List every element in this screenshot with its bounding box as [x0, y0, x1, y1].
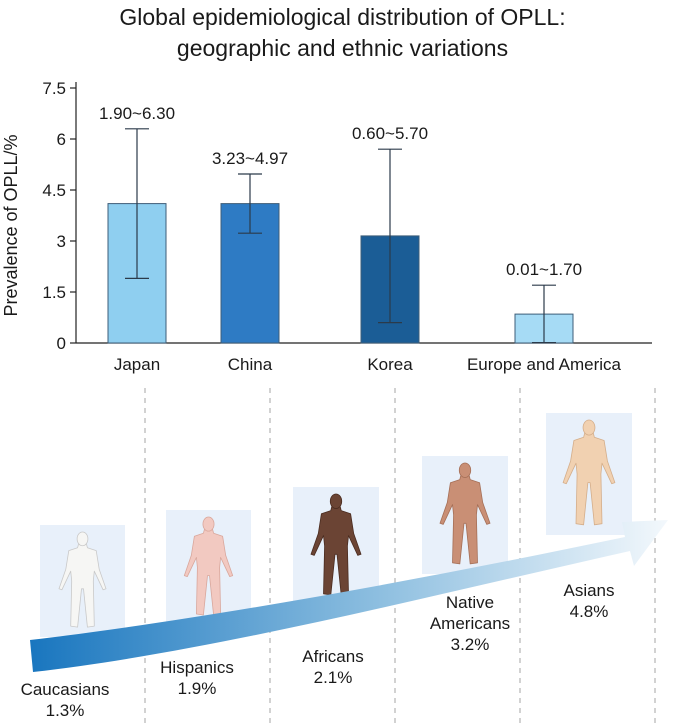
- human-figure-icon: [439, 462, 491, 565]
- human-figure-icon: [562, 419, 616, 526]
- range-label: 0.01~1.70: [506, 260, 582, 279]
- chart-title: Global epidemiological distribution of O…: [0, 2, 685, 64]
- y-tick-label: 4.5: [42, 181, 66, 200]
- person-body: [58, 543, 107, 628]
- population-card-native-americans: [422, 456, 508, 574]
- y-tick-label: 0: [57, 334, 66, 353]
- population-name: Hispanics: [160, 658, 234, 677]
- y-tick-label: 1.5: [42, 283, 66, 302]
- range-label: 0.60~5.70: [352, 124, 428, 143]
- population-prevalence: 1.3%: [45, 701, 85, 720]
- person-body: [310, 506, 362, 596]
- range-label: 1.90~6.30: [99, 104, 175, 123]
- x-tick-label: China: [228, 355, 273, 374]
- person-head: [329, 493, 343, 509]
- population-label: Native Americans 3.2%: [400, 592, 540, 655]
- person-head: [202, 516, 215, 532]
- person-body: [562, 432, 616, 526]
- population-label: Hispanics 1.9%: [132, 657, 262, 699]
- chart-title-line-1: Global epidemiological distribution of O…: [119, 4, 566, 30]
- y-tick-label: 6: [57, 130, 66, 149]
- person-head: [76, 531, 89, 547]
- y-tick-label: 7.5: [42, 79, 66, 98]
- person-body: [183, 528, 234, 616]
- x-tick-label: Europe and America: [467, 355, 622, 374]
- population-card-caucasians: [40, 525, 125, 637]
- population-card-hispanics: [166, 510, 251, 625]
- population-prevalence: 2.1%: [313, 668, 353, 687]
- person-head: [582, 419, 596, 436]
- population-name: Native: [445, 593, 495, 612]
- chart-title-line-2: geographic and ethnic variations: [176, 35, 509, 61]
- person-body: [439, 475, 491, 565]
- x-tick-label: Korea: [367, 355, 413, 374]
- bar-chart: 0 1.5 3 4.5 6 7.5 Prevalence of OPLL/% 1.90~6.3…: [1, 79, 652, 374]
- y-axis-label: Prevalence of OPLL/%: [1, 134, 21, 316]
- y-tick-label: 3: [57, 232, 66, 251]
- human-figure-icon: [58, 531, 107, 628]
- population-label: Africans 2.1%: [268, 646, 398, 688]
- human-figure-icon: [183, 516, 234, 616]
- population-name: Americans: [429, 614, 511, 633]
- population-prevalence: 1.9%: [177, 679, 217, 698]
- population-prevalence: 3.2%: [450, 635, 490, 654]
- population-name: Africans: [302, 647, 364, 666]
- population-label: Asians 4.8%: [524, 580, 654, 622]
- person-head: [458, 462, 472, 478]
- population-name: Caucasians: [20, 680, 110, 699]
- population-card-africans: [293, 487, 379, 605]
- human-figure-icon: [310, 493, 362, 596]
- population-name: Asians: [563, 581, 615, 600]
- population-prevalence: 4.8%: [569, 602, 609, 621]
- range-label: 3.23~4.97: [212, 149, 288, 168]
- x-tick-label: Japan: [114, 355, 160, 374]
- trend-arrow: [30, 520, 668, 672]
- population-card-asians: [546, 413, 632, 535]
- population-label: Caucasians 1.3%: [0, 679, 135, 721]
